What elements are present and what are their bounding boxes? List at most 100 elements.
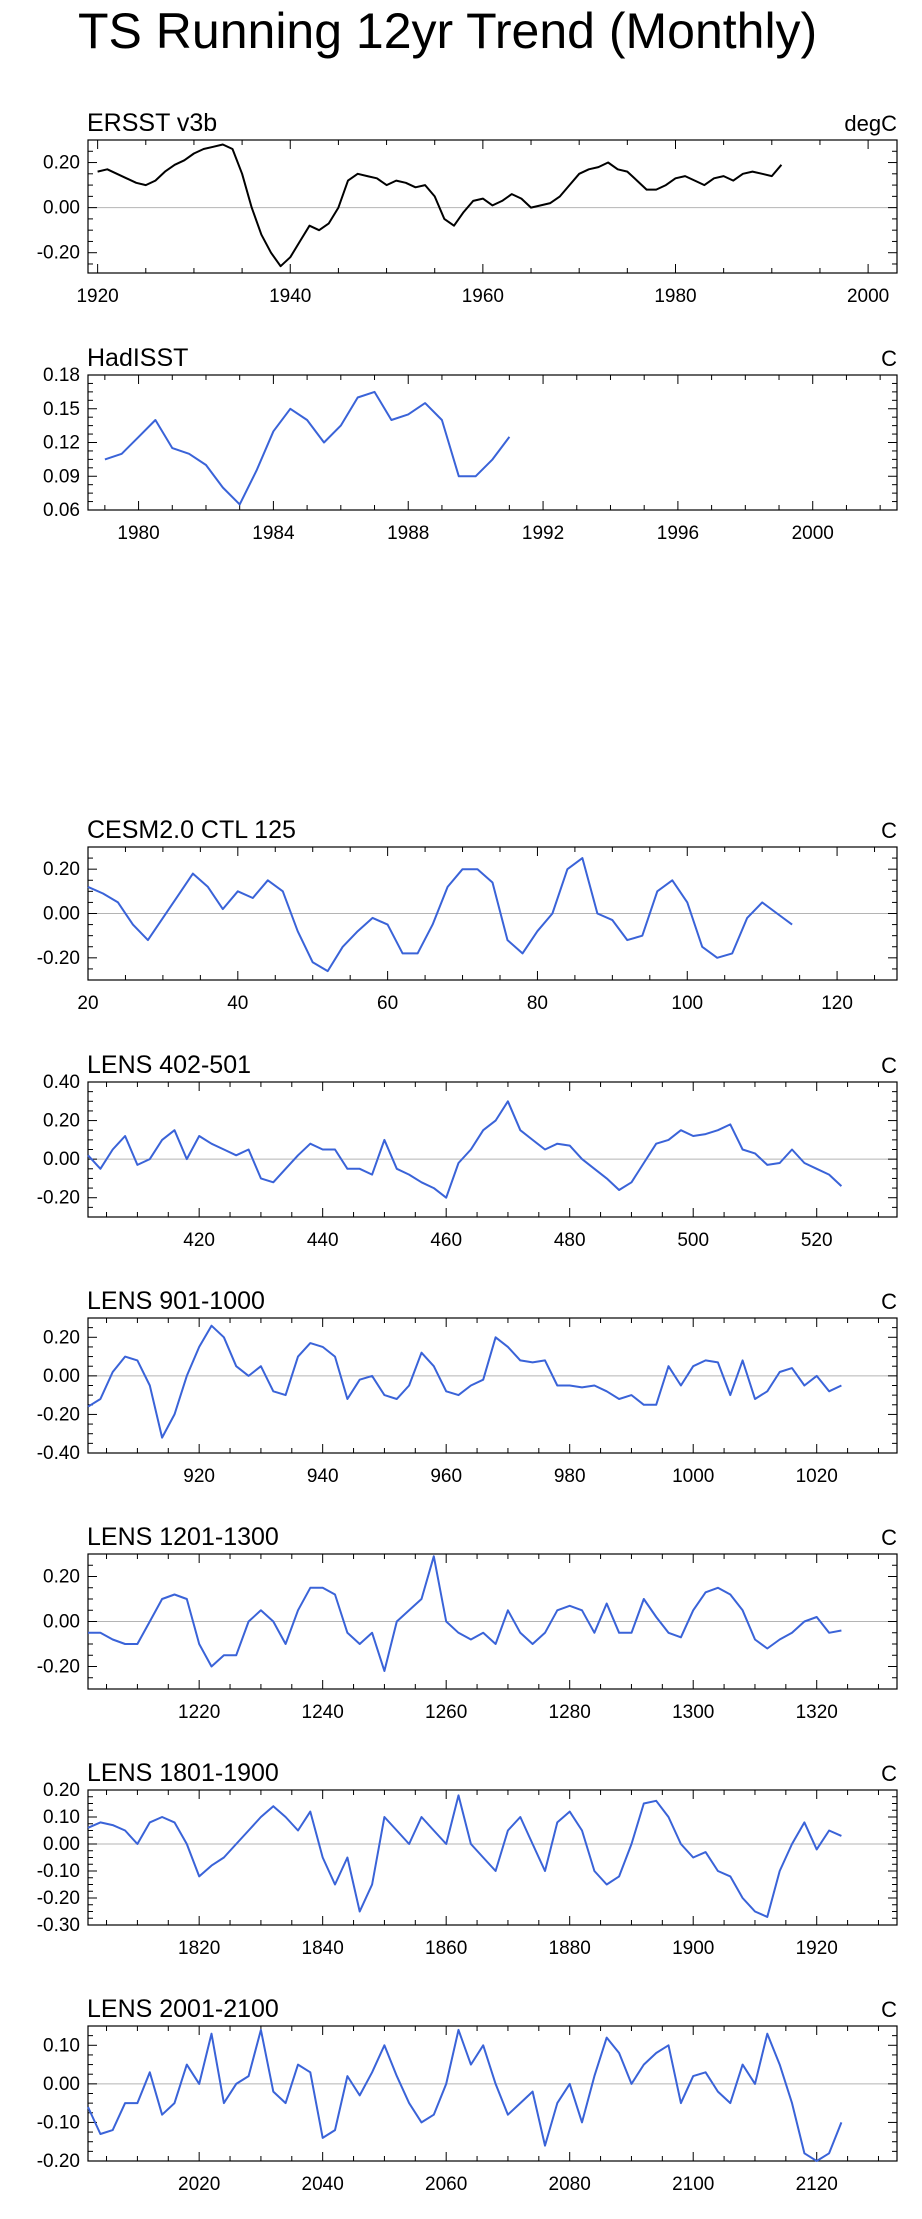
plot-frame	[87, 1553, 898, 1690]
panel-title: LENS 901-1000	[87, 1287, 265, 1315]
series-line	[87, 1324, 842, 1439]
x-tick-label: 1240	[302, 1702, 344, 1723]
x-tick-label: 1960	[462, 286, 504, 307]
y-tick-label: 0.10	[43, 2035, 80, 2056]
y-tick-label: 0.20	[43, 859, 80, 880]
plot-frame	[87, 1317, 898, 1454]
plot-frame	[87, 1081, 898, 1218]
x-tick-label: 2040	[302, 2174, 344, 2195]
x-tick-label: 500	[677, 1230, 709, 1251]
series-line	[87, 1794, 842, 1918]
y-tick-label: 0.20	[43, 153, 80, 174]
y-tick-label: 0.00	[43, 1149, 80, 1170]
x-tick-label: 980	[554, 1466, 586, 1487]
units-label: C	[881, 1761, 897, 1786]
plot-frame	[87, 2025, 898, 2162]
x-tick-label: 60	[377, 993, 398, 1014]
units-label: degC	[844, 111, 897, 136]
y-tick-label: -0.20	[37, 2151, 80, 2172]
x-tick-label: 460	[430, 1230, 462, 1251]
chart-panel-1: 1920 1940 1960 1980 2000 -0.20 0.00 0.20 ERSST v…	[37, 109, 898, 307]
x-tick-label: 440	[307, 1230, 339, 1251]
x-tick-label: 1984	[252, 523, 295, 544]
x-tick-label: 1880	[549, 1938, 591, 1959]
y-tick-label: 0.00	[43, 2074, 80, 2095]
x-tick-label: 120	[821, 993, 853, 1014]
plot-frame	[87, 139, 898, 274]
y-tick-label: -0.20	[37, 1888, 80, 1909]
x-tick-label: 1996	[657, 523, 699, 544]
x-tick-label: 1920	[796, 1938, 838, 1959]
y-tick-label: 0.20	[43, 1111, 80, 1132]
y-tick-label: -0.20	[37, 948, 80, 969]
y-tick-label: -0.30	[37, 1915, 80, 1936]
y-tick-label: 0.15	[43, 399, 80, 420]
chart-panel-2: 1980 1984 1988 1992 1996 2000 0.06 0.09 0.12 0.15…	[43, 344, 898, 544]
x-tick-label: 1220	[178, 1702, 220, 1723]
chart-panel-8: 2020 2040 2060 2080 2100 2120 -0.20 -0.10 0.00 0.…	[37, 1995, 898, 2195]
x-tick-label: 1980	[117, 523, 159, 544]
y-tick-label: 0.18	[43, 365, 80, 386]
y-tick-label: -0.10	[37, 2112, 80, 2133]
panel-title: LENS 1201-1300	[87, 1523, 279, 1551]
page-title: TS Running 12yr Trend (Monthly)	[78, 3, 818, 59]
x-tick-label: 1020	[796, 1466, 838, 1487]
series-line	[87, 857, 793, 973]
x-tick-label: 1320	[796, 1702, 838, 1723]
x-tick-label: 1900	[672, 1938, 714, 1959]
y-tick-label: -0.40	[37, 1443, 80, 1464]
y-tick-label: 0.00	[43, 1834, 80, 1855]
x-tick-label: 1300	[672, 1702, 714, 1723]
x-tick-label: 1920	[76, 286, 118, 307]
x-tick-label: 1000	[672, 1466, 714, 1487]
x-tick-label: 420	[183, 1230, 215, 1251]
x-tick-label: 940	[307, 1466, 339, 1487]
series-line	[87, 2028, 843, 2162]
x-tick-label: 1980	[654, 286, 696, 307]
chart-panel-4: 420 440 460 480 500 520 -0.20 0.00 0.20 0.40 LENS …	[37, 1051, 898, 1251]
y-tick-label: 0.00	[43, 904, 80, 925]
units-label: C	[881, 1525, 897, 1550]
x-tick-label: 2120	[796, 2174, 838, 2195]
panel-title: LENS 1801-1900	[87, 1759, 279, 1787]
y-tick-label: 0.09	[43, 466, 80, 487]
x-tick-label: 2000	[792, 523, 834, 544]
units-label: C	[881, 1289, 897, 1314]
x-tick-label: 920	[183, 1466, 215, 1487]
y-tick-label: 0.06	[43, 500, 80, 521]
units-label: C	[881, 1997, 897, 2022]
x-tick-label: 480	[554, 1230, 586, 1251]
series-line	[104, 390, 511, 506]
panel-title: ERSST v3b	[87, 109, 217, 137]
x-tick-label: 960	[430, 1466, 462, 1487]
chart-panel-5: 920 940 960 980 1000 1020 -0.40 -0.20 0.00 0.20 LE…	[37, 1287, 898, 1487]
x-tick-label: 2020	[178, 2174, 220, 2195]
y-tick-label: 0.00	[43, 198, 80, 219]
series-line	[97, 143, 783, 268]
y-tick-label: -0.20	[37, 1657, 80, 1678]
x-tick-label: 1860	[425, 1938, 467, 1959]
chart-panel-7: 1820 1840 1860 1880 1900 1920 -0.30 -0.20 -0.10 0…	[37, 1759, 898, 1959]
y-tick-label: 0.20	[43, 1567, 80, 1588]
x-tick-label: 100	[671, 993, 703, 1014]
y-tick-label: 0.00	[43, 1612, 80, 1633]
series-line	[87, 1100, 843, 1199]
units-label: C	[881, 346, 897, 371]
series-line	[88, 1555, 842, 1672]
x-tick-label: 1940	[269, 286, 311, 307]
plot-frame	[87, 374, 898, 511]
x-tick-label: 1820	[178, 1938, 220, 1959]
y-tick-label: -0.20	[37, 1404, 80, 1425]
x-tick-label: 20	[77, 993, 98, 1014]
x-tick-label: 1988	[387, 523, 429, 544]
panel-title: LENS 402-501	[87, 1051, 251, 1079]
chart-panel-6: 1220 1240 1260 1280 1300 1320 -0.20 0.00 0.20 LEN…	[37, 1523, 898, 1723]
x-tick-label: 2080	[549, 2174, 591, 2195]
y-tick-label: 0.00	[43, 1366, 80, 1387]
x-tick-label: 2000	[847, 286, 889, 307]
x-tick-label: 80	[527, 993, 548, 1014]
units-label: C	[881, 818, 897, 843]
units-label: C	[881, 1053, 897, 1078]
panel-title: HadISST	[87, 344, 188, 372]
